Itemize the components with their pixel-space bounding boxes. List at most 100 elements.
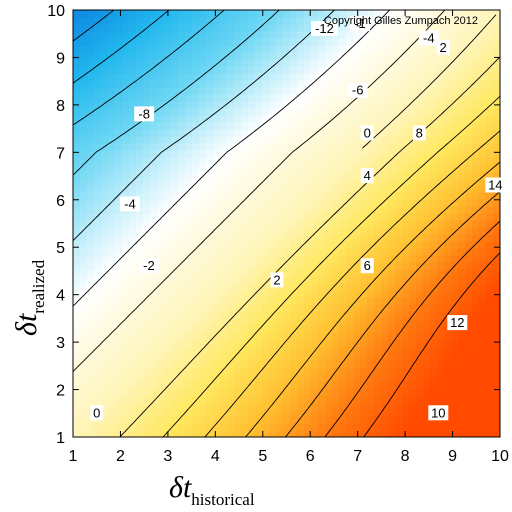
heat-cell	[269, 395, 277, 403]
heat-cell	[115, 395, 123, 403]
heat-cell	[94, 136, 102, 144]
heat-cell	[332, 353, 340, 361]
heat-cell	[108, 304, 116, 312]
heat-cell	[206, 416, 214, 424]
heat-cell	[227, 38, 235, 46]
heat-cell	[220, 325, 228, 333]
heat-cell	[402, 325, 410, 333]
heat-cell	[374, 304, 382, 312]
heat-cell	[255, 157, 263, 165]
heat-cell	[276, 31, 284, 39]
heat-cell	[472, 171, 480, 179]
heat-cell	[444, 241, 452, 249]
heat-cell	[269, 171, 277, 179]
heat-cell	[283, 297, 291, 305]
heat-cell	[423, 66, 431, 74]
heat-cell	[220, 332, 228, 340]
heat-cell	[87, 150, 95, 158]
heat-cell	[451, 220, 459, 228]
heat-cell	[444, 276, 452, 284]
heat-cell	[472, 248, 480, 256]
contour-label-bg	[360, 258, 374, 274]
heat-cell	[241, 416, 249, 424]
heat-cell	[143, 423, 151, 431]
heat-cell	[444, 227, 452, 235]
heat-cell	[290, 45, 298, 53]
heat-cell	[234, 66, 242, 74]
heat-cell	[416, 262, 424, 270]
heat-cell	[73, 290, 81, 298]
heat-cell	[283, 276, 291, 284]
heat-cell	[143, 234, 151, 242]
heat-cell	[192, 185, 200, 193]
heat-cell	[486, 122, 494, 130]
heat-cell	[395, 157, 403, 165]
heat-cell	[269, 430, 277, 437]
heat-cell	[269, 290, 277, 298]
heat-cell	[80, 66, 88, 74]
heat-cell	[374, 143, 382, 151]
contour-line-12	[324, 220, 500, 437]
heat-cell	[220, 416, 228, 424]
heat-cell	[346, 38, 354, 46]
heat-cell	[255, 199, 263, 207]
heat-cell	[304, 101, 312, 109]
heat-cell	[164, 381, 172, 389]
heat-cell	[353, 164, 361, 172]
heat-cell	[465, 318, 473, 326]
heat-cell	[122, 325, 130, 333]
heat-cell	[255, 311, 263, 319]
heat-cell	[269, 409, 277, 417]
heat-cell	[318, 255, 326, 263]
heat-cell	[318, 360, 326, 368]
heat-cell	[479, 241, 487, 249]
heat-cell	[297, 80, 305, 88]
heat-cell	[262, 325, 270, 333]
heat-cell	[451, 283, 459, 291]
heat-cell	[346, 248, 354, 256]
heat-cell	[423, 206, 431, 214]
heat-cell	[283, 325, 291, 333]
heat-cell	[381, 199, 389, 207]
heat-cell	[220, 318, 228, 326]
heat-cell	[458, 87, 466, 95]
heat-cell	[269, 297, 277, 305]
heat-cell	[220, 178, 228, 186]
heat-cell	[248, 213, 256, 221]
heat-cell	[493, 17, 500, 25]
heat-cell	[367, 66, 375, 74]
heat-cell	[374, 136, 382, 144]
heat-cell	[185, 297, 193, 305]
heat-cell	[493, 192, 500, 200]
heat-cell	[178, 423, 186, 431]
heat-cell	[297, 108, 305, 116]
heat-cell	[108, 10, 116, 18]
heat-cell	[339, 227, 347, 235]
heat-cell	[423, 52, 431, 60]
heat-cell	[171, 45, 179, 53]
heat-cell	[402, 367, 410, 375]
heat-cell	[479, 290, 487, 298]
heat-cell	[150, 206, 158, 214]
heat-cell	[318, 409, 326, 417]
heat-cell	[234, 283, 242, 291]
heat-cell	[115, 122, 123, 130]
heat-cell	[262, 416, 270, 424]
heat-cell	[108, 73, 116, 81]
heat-cell	[136, 157, 144, 165]
heat-cell	[164, 360, 172, 368]
heat-cell	[185, 234, 193, 242]
heat-cell	[339, 108, 347, 116]
heat-cell	[465, 143, 473, 151]
heat-cell	[129, 129, 137, 137]
heat-cell	[136, 395, 144, 403]
heat-cell	[94, 346, 102, 354]
heat-cell	[87, 423, 95, 431]
heat-cell	[486, 24, 494, 32]
heat-cell	[108, 395, 116, 403]
heat-cell	[178, 199, 186, 207]
heat-cell	[465, 402, 473, 410]
heat-cell	[458, 31, 466, 39]
heat-cell	[206, 122, 214, 130]
heat-cell	[101, 409, 109, 417]
